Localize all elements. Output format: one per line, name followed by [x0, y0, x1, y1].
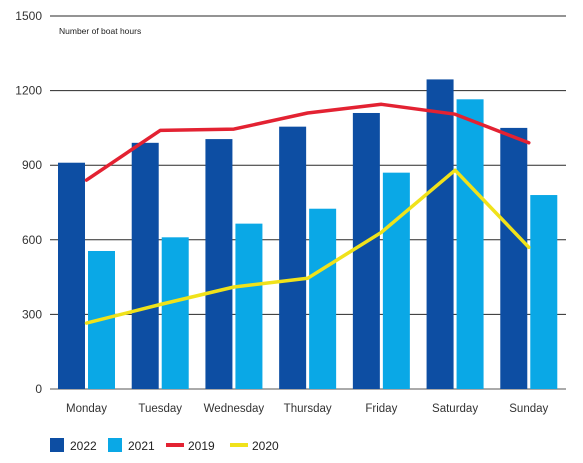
legend-label-2021: 2021 — [128, 439, 155, 453]
x-tick-label-tuesday: Tuesday — [138, 403, 182, 415]
bar-2021-friday — [382, 172, 410, 389]
legend-swatch-2021 — [108, 438, 122, 452]
bar-2022-wednesday — [205, 139, 233, 389]
bar-2022-thursday — [279, 126, 307, 389]
y-tick-label: 300 — [22, 307, 42, 321]
x-tick-label-sunday: Sunday — [509, 403, 548, 415]
bar-2022-monday — [58, 162, 85, 389]
x-tick-label-thursday: Thursday — [284, 403, 332, 415]
gridlines — [50, 15, 566, 390]
line-series-2020 — [84, 168, 531, 325]
y-tick-label: 1500 — [15, 9, 42, 23]
legend-swatch-2022 — [50, 438, 64, 452]
bar-2021-sunday — [530, 195, 558, 389]
legend-label-2019: 2019 — [188, 439, 215, 453]
x-tick-label-monday: Monday — [66, 403, 107, 415]
bar-2022-tuesday — [131, 142, 159, 389]
x-tick-label-friday: Friday — [365, 403, 397, 415]
y-tick-label: 600 — [22, 233, 42, 247]
bars — [58, 79, 558, 390]
bar-2022-friday — [352, 112, 380, 389]
bar-2021-wednesday — [235, 223, 263, 389]
x-axis-categories: Monday Tuesday Wednesday Thursday Friday Satu… — [66, 403, 548, 415]
x-tick-label-wednesday: Wednesday — [204, 403, 265, 415]
bar-2022-sunday — [500, 127, 528, 390]
legend-label-2020: 2020 — [252, 439, 279, 453]
line-series-2019 — [84, 102, 531, 182]
legend-label-2022: 2022 — [70, 439, 97, 453]
y-tick-label: 1200 — [15, 84, 42, 98]
bar-2021-tuesday — [161, 237, 189, 389]
bar-2022-saturday — [426, 79, 454, 389]
series-lines — [84, 102, 531, 325]
y-tick-label: 0 — [35, 382, 42, 396]
y-axis-ticks: 0 300 600 900 1200 1500 — [15, 9, 42, 396]
legend: 2022 2021 2019 2020 — [50, 438, 279, 453]
bar-2021-saturday — [456, 99, 484, 389]
y-tick-label: 900 — [22, 158, 42, 172]
y-axis-annotation: Number of boat hours — [59, 26, 141, 36]
x-tick-label-saturday: Saturday — [432, 403, 478, 415]
bar-2021-thursday — [309, 208, 337, 389]
